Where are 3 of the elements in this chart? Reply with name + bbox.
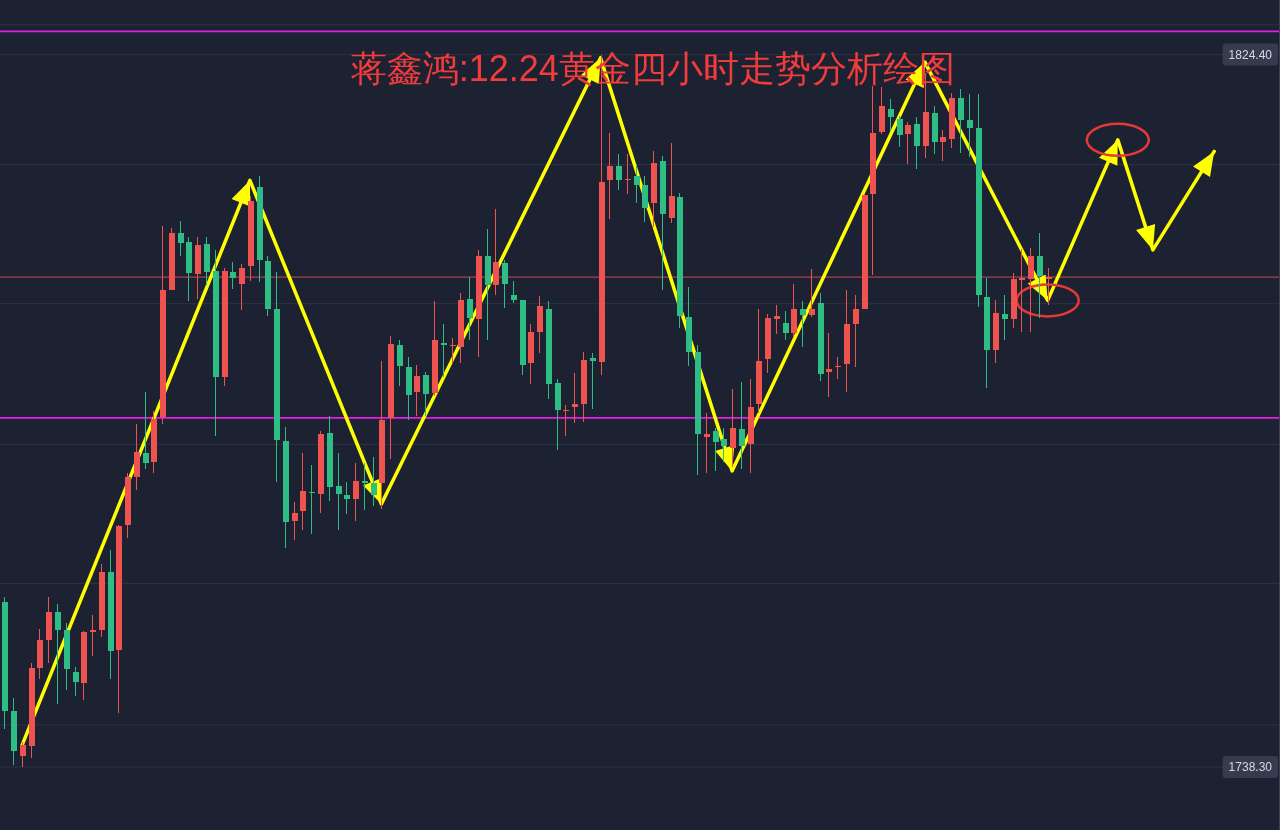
y-tick-label: 1738.30 xyxy=(1228,760,1273,775)
y-tick: 1738.30 xyxy=(1222,756,1278,779)
y-tick-label: 1824.40 xyxy=(1228,47,1273,62)
